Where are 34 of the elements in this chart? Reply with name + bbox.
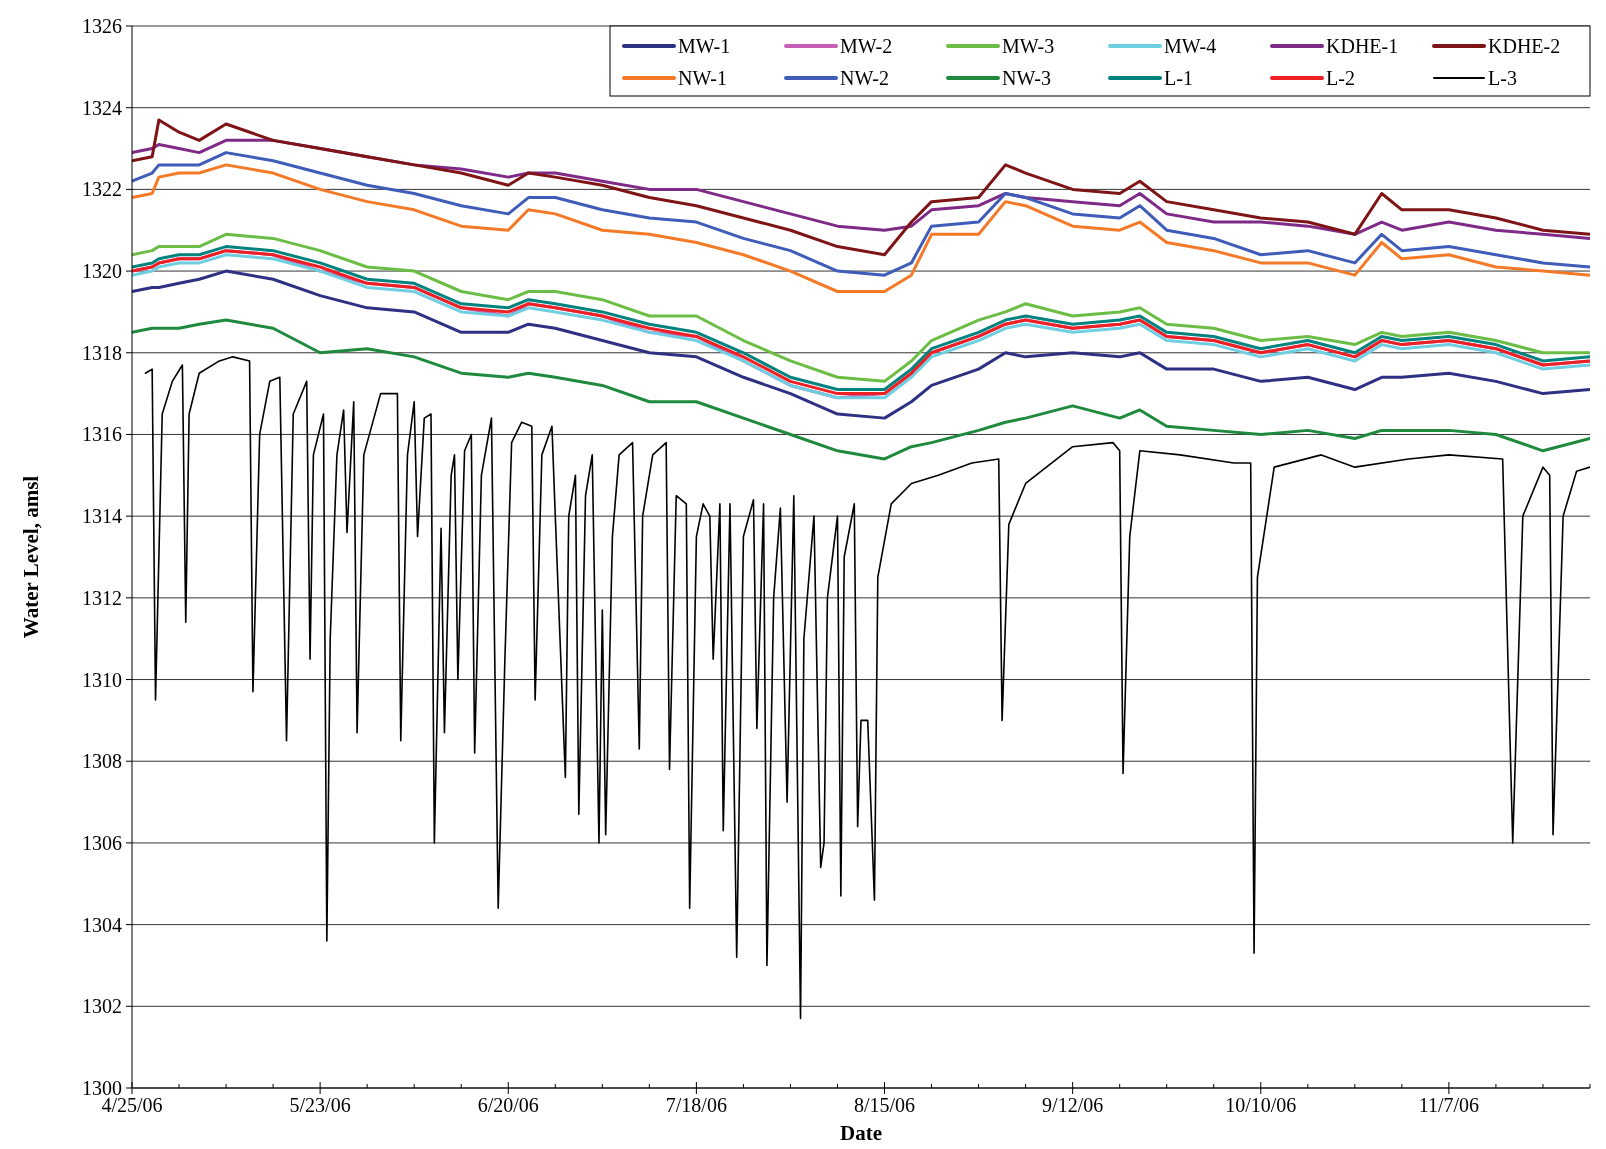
- y-tick-label: 1324: [82, 96, 122, 119]
- y-tick-label: 1320: [82, 260, 122, 283]
- legend-label: MW-4: [1164, 35, 1217, 57]
- legend-label: NW-2: [840, 67, 889, 89]
- y-tick-label: 1326: [82, 15, 122, 37]
- x-tick-label: 5/23/06: [289, 1094, 351, 1116]
- y-tick-label: 1302: [82, 995, 122, 1018]
- y-tick-label: 1312: [82, 586, 122, 609]
- legend-label: MW-1: [678, 35, 731, 57]
- x-axis-title: Date: [840, 1121, 882, 1145]
- y-tick-label: 1310: [82, 668, 122, 691]
- legend-label: L-1: [1164, 67, 1193, 89]
- y-tick-label: 1316: [82, 423, 122, 446]
- legend-label: KDHE-1: [1326, 35, 1399, 57]
- legend-label: MW-3: [1002, 35, 1055, 57]
- legend-label: NW-1: [678, 67, 727, 89]
- x-tick-label: 9/12/06: [1042, 1094, 1104, 1116]
- x-tick-label: 6/20/06: [477, 1094, 539, 1116]
- x-tick-label: 7/18/06: [665, 1094, 727, 1116]
- y-tick-label: 1322: [82, 178, 122, 201]
- x-tick-label: 11/7/06: [1418, 1094, 1480, 1116]
- legend-label: L-3: [1488, 67, 1517, 89]
- y-tick-label: 1306: [82, 831, 122, 854]
- y-tick-label: 1314: [82, 505, 122, 528]
- y-tick-label: 1318: [82, 341, 122, 364]
- x-tick-label: 10/10/06: [1225, 1094, 1297, 1116]
- legend-label: NW-3: [1002, 67, 1051, 89]
- y-tick-label: 1304: [82, 913, 122, 936]
- x-tick-label: 8/15/06: [853, 1094, 916, 1116]
- y-tick-label: 1308: [82, 750, 122, 773]
- legend-label: MW-2: [840, 35, 893, 57]
- y-axis-title: Water Level, amsl: [19, 475, 43, 639]
- legend-label: L-2: [1326, 67, 1355, 89]
- legend-label: KDHE-2: [1488, 35, 1561, 57]
